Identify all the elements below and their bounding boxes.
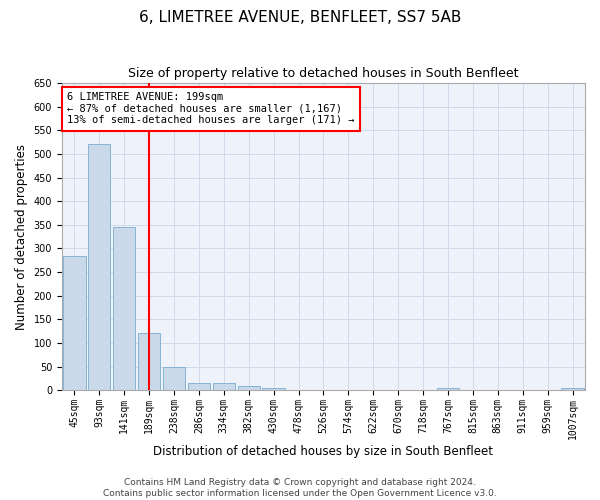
Bar (138, 334, 160, 390)
Bar (262, 388, 285, 390)
Title: Size of property relative to detached houses in South Benfleet: Size of property relative to detached ho… (128, 68, 519, 80)
Bar (163, 367, 185, 390)
Bar (437, 388, 459, 390)
Text: 6 LIMETREE AVENUE: 199sqm
← 87% of detached houses are smaller (1,167)
13% of se: 6 LIMETREE AVENUE: 199sqm ← 87% of detac… (67, 92, 355, 126)
Bar (113, 227, 136, 390)
Text: Contains HM Land Registry data © Crown copyright and database right 2024.
Contai: Contains HM Land Registry data © Crown c… (103, 478, 497, 498)
Bar (238, 386, 260, 390)
Bar (212, 383, 235, 390)
Bar (188, 382, 210, 390)
Y-axis label: Number of detached properties: Number of detached properties (15, 144, 28, 330)
Bar (562, 388, 584, 390)
Text: 6, LIMETREE AVENUE, BENFLEET, SS7 5AB: 6, LIMETREE AVENUE, BENFLEET, SS7 5AB (139, 10, 461, 25)
Bar (63, 256, 86, 390)
Bar (88, 144, 110, 390)
X-axis label: Distribution of detached houses by size in South Benfleet: Distribution of detached houses by size … (154, 444, 493, 458)
